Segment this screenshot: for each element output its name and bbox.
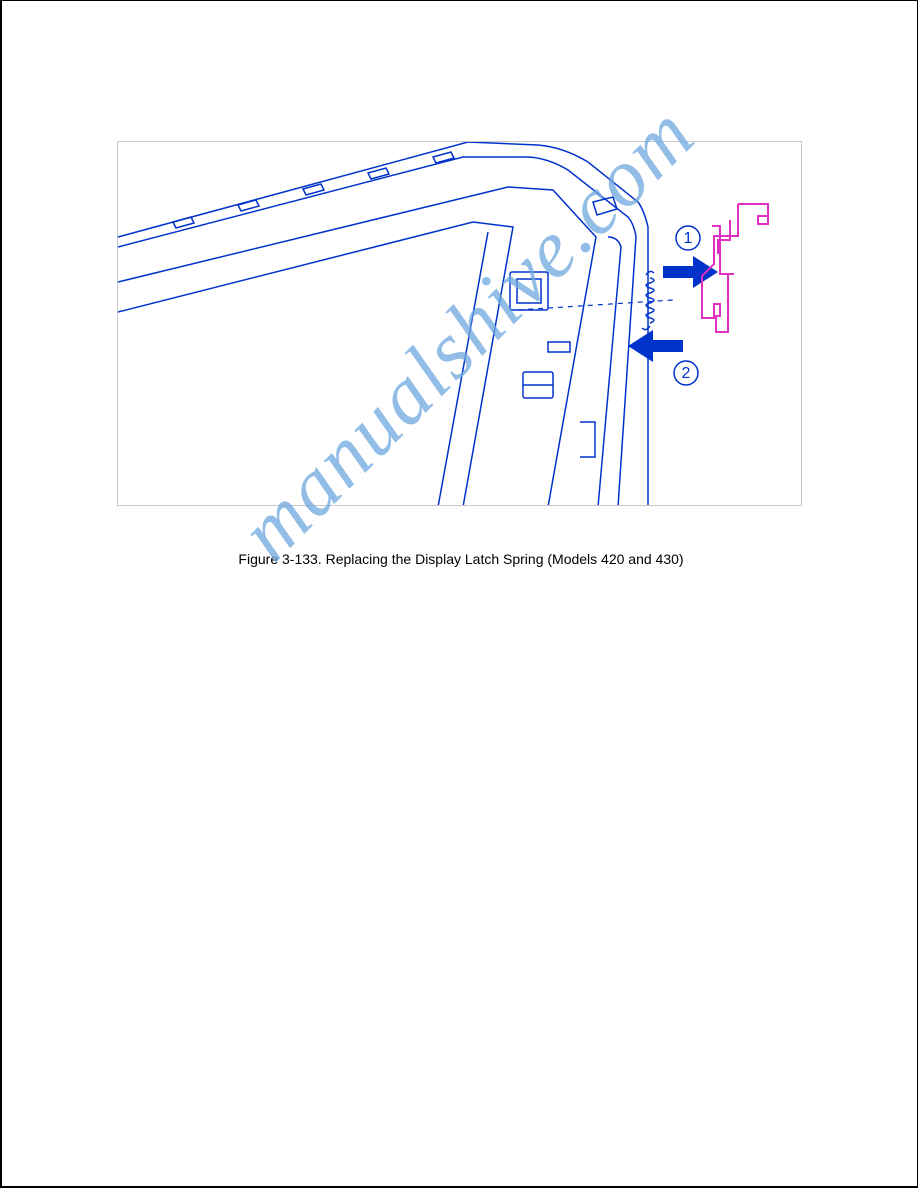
callout-1: 1 <box>676 226 700 250</box>
callout-2-text: 2 <box>682 365 691 382</box>
callout-1-text: 1 <box>684 230 693 247</box>
display-body <box>118 142 648 506</box>
arrow-step-1 <box>663 256 718 288</box>
figure-diagram: 1 2 <box>118 142 802 506</box>
arrow-step-2 <box>628 330 683 362</box>
figure-frame: 1 2 <box>117 141 802 506</box>
figure-caption: Figure 3-133. Replacing the Display Latc… <box>2 551 918 567</box>
callout-2: 2 <box>674 361 698 385</box>
display-latch-part <box>702 204 768 332</box>
document-page: 1 2 Figure 3-133. Replacing the Display … <box>0 0 918 1188</box>
